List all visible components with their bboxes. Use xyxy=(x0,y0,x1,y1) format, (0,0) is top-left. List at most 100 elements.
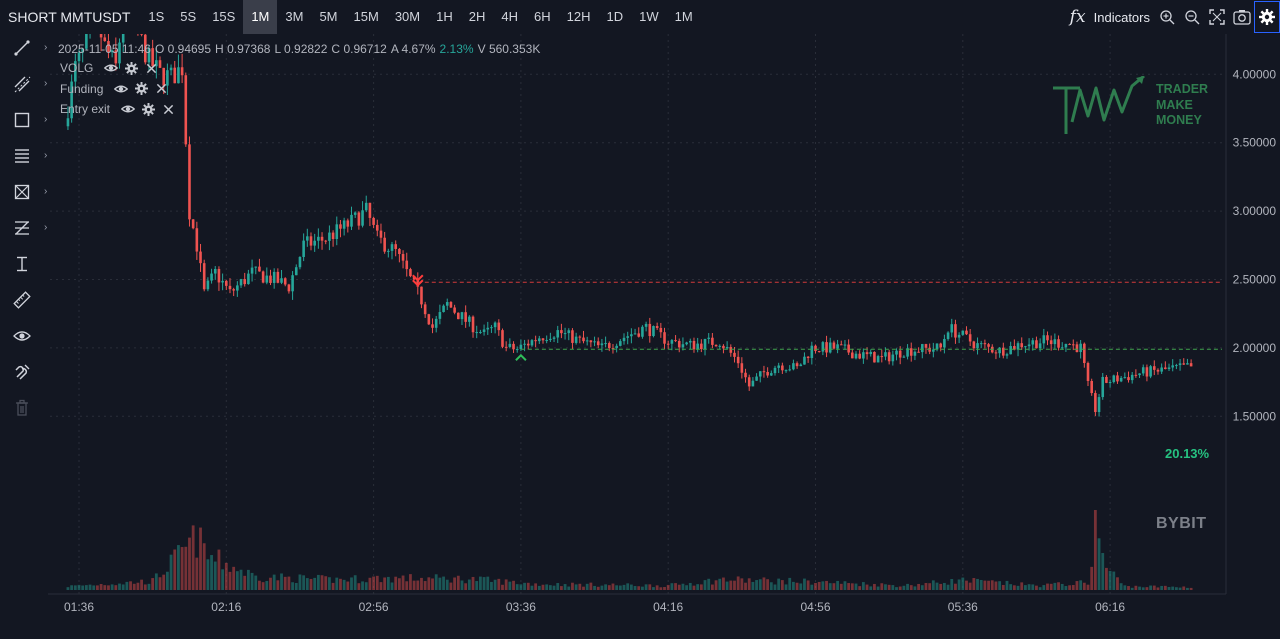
visibility-eye-icon[interactable] xyxy=(101,60,121,76)
indicator-row[interactable]: VOLG xyxy=(58,58,540,79)
remove-close-icon[interactable] xyxy=(141,60,161,76)
ruler-icon[interactable] xyxy=(8,286,36,314)
visibility-eye-icon[interactable] xyxy=(111,81,131,97)
interval-1d[interactable]: 1D xyxy=(606,9,624,24)
volume-bar xyxy=(1042,585,1046,590)
indicators-button[interactable]: Indicators xyxy=(1093,9,1150,25)
candle-body xyxy=(781,365,784,371)
candle-body xyxy=(221,280,224,283)
interval-5m[interactable]: 5M xyxy=(319,9,338,24)
candle-body xyxy=(806,356,810,359)
volume-bar xyxy=(118,583,121,590)
price-tick-label: 2.50000 xyxy=(1233,273,1277,287)
indicator-settings-icon[interactable] xyxy=(131,81,151,97)
volume-bar xyxy=(125,581,129,590)
candle-body xyxy=(335,224,339,240)
volume-bar xyxy=(1053,582,1057,590)
interval-12h[interactable]: 12H xyxy=(566,9,591,24)
interval-3m[interactable]: 3M xyxy=(285,9,304,24)
screenshot-icon[interactable] xyxy=(1229,0,1254,34)
interval-6h[interactable]: 6H xyxy=(533,9,551,24)
indicator-settings-icon[interactable] xyxy=(138,101,158,117)
candle-body xyxy=(331,232,335,240)
expand-arrow-icon[interactable]: › xyxy=(44,150,48,161)
interval-15m[interactable]: 15M xyxy=(353,9,379,24)
visibility-eye-icon[interactable] xyxy=(118,101,138,117)
volume-bar xyxy=(460,580,464,590)
trash-icon[interactable] xyxy=(8,394,36,422)
indicator-row[interactable]: Funding xyxy=(58,79,540,100)
candle-body xyxy=(166,70,169,86)
fibonacci-icon[interactable] xyxy=(8,214,36,242)
eye-icon[interactable] xyxy=(8,322,36,350)
candle-body xyxy=(648,323,652,337)
magnet-icon[interactable] xyxy=(8,358,36,386)
candle-body xyxy=(387,250,390,252)
volume-bar xyxy=(1093,510,1097,590)
interval-1w[interactable]: 1W xyxy=(639,9,659,24)
interval-1m[interactable]: 1M xyxy=(243,0,278,34)
expand-arrow-icon[interactable]: › xyxy=(44,42,48,53)
text-cursor-icon[interactable] xyxy=(8,250,36,278)
candle-body xyxy=(865,352,869,355)
indicator-settings-icon[interactable] xyxy=(121,60,141,76)
candle-body xyxy=(1027,344,1031,347)
interval-5s[interactable]: 5S xyxy=(180,9,197,24)
fullscreen-icon[interactable] xyxy=(1204,0,1229,34)
volume-bar xyxy=(758,579,762,590)
volume-bar xyxy=(622,584,626,590)
candle-body xyxy=(236,285,239,291)
pattern-icon[interactable] xyxy=(8,178,36,206)
trade-markers xyxy=(412,274,527,361)
candle-body xyxy=(1005,354,1009,356)
volume-bar xyxy=(626,583,630,590)
interval-1m-month[interactable]: 1M xyxy=(674,9,693,24)
settings-gear-icon[interactable] xyxy=(1254,1,1280,33)
remove-close-icon[interactable] xyxy=(158,101,178,117)
interval-4h[interactable]: 4H xyxy=(501,9,518,24)
candle-body xyxy=(442,305,445,313)
interval-2h[interactable]: 2H xyxy=(468,9,486,24)
volume-bar xyxy=(1138,586,1141,590)
candle-body xyxy=(880,356,884,358)
function-icon[interactable]: fx xyxy=(1069,7,1086,27)
zoom-out-icon[interactable] xyxy=(1179,0,1204,34)
candle-body xyxy=(556,330,560,338)
trend-line-icon[interactable] xyxy=(8,34,36,62)
volume-bar xyxy=(876,586,880,590)
expand-arrow-icon[interactable]: › xyxy=(44,114,48,125)
volume-bar xyxy=(736,576,740,590)
volume-bar xyxy=(644,584,648,590)
candle-body xyxy=(633,333,637,335)
volume-bar xyxy=(427,577,431,590)
volume-bar xyxy=(346,581,350,590)
volume-bar xyxy=(114,585,118,590)
expand-arrow-icon[interactable]: › xyxy=(44,222,48,233)
volume-bar xyxy=(180,547,184,590)
volume-bar xyxy=(456,575,460,590)
volume-bar xyxy=(733,580,736,590)
volume-bar xyxy=(364,582,368,590)
remove-close-icon[interactable] xyxy=(151,81,171,97)
interval-1s[interactable]: 1S xyxy=(148,9,165,24)
volume-bar xyxy=(154,573,158,590)
top-toolbar: SHORT MMTUSDT 1S 5S 15S 1M 3M 5M 15M 30M 1H 2H 4H 6… xyxy=(0,0,1280,34)
expand-arrow-icon[interactable]: › xyxy=(44,78,48,89)
candle-body xyxy=(420,286,423,305)
candle-body xyxy=(445,302,449,306)
parallel-channel-icon[interactable] xyxy=(8,70,36,98)
interval-15s[interactable]: 15S xyxy=(212,9,236,24)
interval-30m[interactable]: 30M xyxy=(394,9,421,24)
rectangle-icon[interactable] xyxy=(8,106,36,134)
volume-bar xyxy=(390,582,394,590)
interval-1h[interactable]: 1H xyxy=(436,9,453,24)
candle-body xyxy=(1175,365,1178,367)
indicator-row[interactable]: Entry exit xyxy=(58,99,540,120)
zoom-in-icon[interactable] xyxy=(1154,0,1179,34)
volume-bar xyxy=(121,584,125,590)
volume-bar xyxy=(221,569,225,590)
symbol-label[interactable]: SHORT MMTUSDT xyxy=(8,9,131,25)
expand-arrow-icon[interactable]: › xyxy=(44,186,48,197)
candle-body xyxy=(700,343,703,350)
horizontal-lines-icon[interactable] xyxy=(8,142,36,170)
